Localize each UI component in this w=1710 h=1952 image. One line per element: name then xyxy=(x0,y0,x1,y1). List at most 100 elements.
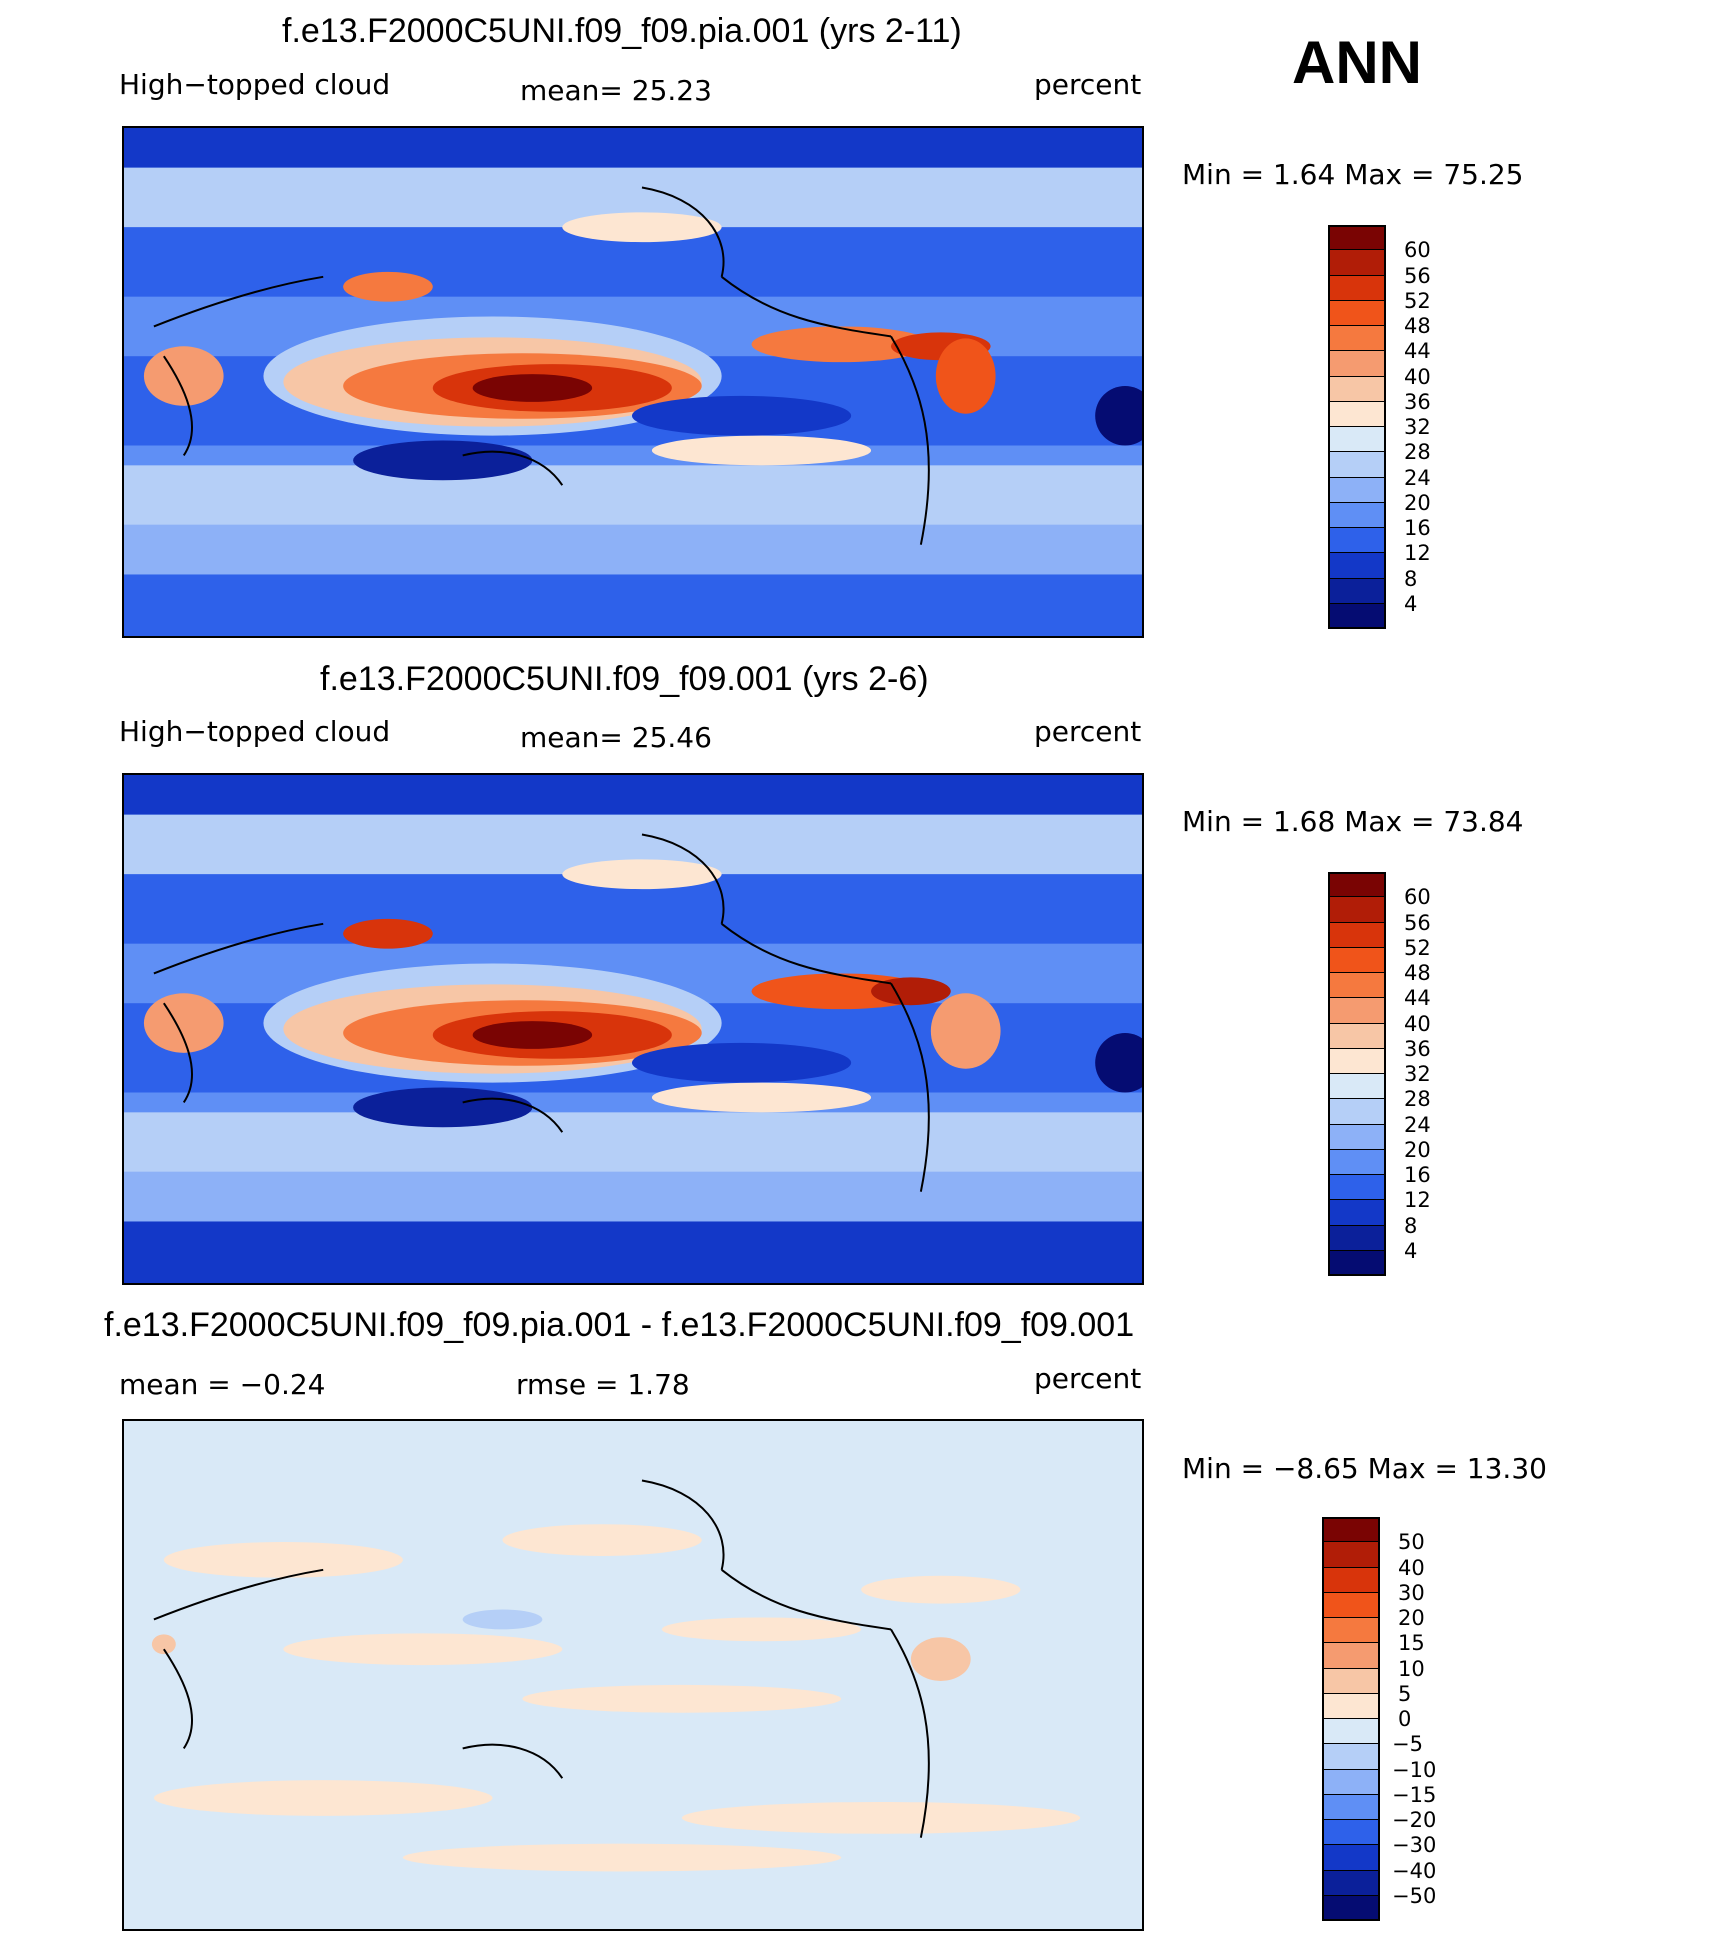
colorbar-box xyxy=(1328,1175,1386,1201)
colorbar-label: 28 xyxy=(1404,440,1431,465)
colorbar-box xyxy=(1328,578,1386,604)
colorbar-box xyxy=(1328,1225,1386,1251)
colorbar-box xyxy=(1328,225,1386,251)
colorbar-box xyxy=(1328,452,1386,478)
panel-3-colorbar: 50 40 30 20 15 10 5 0 −5 −10 −15 −20 −30 −40 −50 xyxy=(1322,1517,1436,1921)
colorbar-label: −10 xyxy=(1392,1757,1437,1782)
panel-1-map xyxy=(122,126,1144,638)
colorbar-label: 0 xyxy=(1398,1707,1412,1731)
colorbar-box xyxy=(1328,998,1386,1024)
colorbar-label: 20 xyxy=(1404,1137,1431,1162)
colorbar-box xyxy=(1322,1719,1380,1745)
colorbar-box xyxy=(1328,300,1386,326)
colorbar-box xyxy=(1328,603,1386,629)
colorbar-box xyxy=(1328,326,1386,352)
panel-2-title: f.e13.F2000C5UNI.f09_f09.001 (yrs 2-6) xyxy=(320,660,929,698)
colorbar-label: 4 xyxy=(1404,1238,1418,1263)
panel-3-title: f.e13.F2000C5UNI.f09_f09.pia.001 - f.e13… xyxy=(104,1306,1135,1344)
colorbar-box xyxy=(1328,947,1386,973)
colorbar-box xyxy=(1328,973,1386,999)
colorbar-label: 24 xyxy=(1404,465,1431,490)
colorbar-label: 20 xyxy=(1398,1606,1425,1630)
colorbar-box xyxy=(1322,1845,1380,1871)
colorbar-label: 44 xyxy=(1404,986,1431,1011)
colorbar-box xyxy=(1322,1769,1380,1795)
panel-2-map xyxy=(122,773,1144,1285)
panel-2-contour-field xyxy=(124,775,1142,1283)
colorbar-box xyxy=(1328,1023,1386,1049)
season-label: ANN xyxy=(1292,29,1422,96)
colorbar-box xyxy=(1322,1870,1380,1896)
colorbar-box xyxy=(1322,1693,1380,1719)
panel-1-mean-label: mean= 25.23 xyxy=(520,74,712,107)
colorbar-box xyxy=(1322,1820,1380,1846)
colorbar-label: −15 xyxy=(1392,1782,1437,1807)
colorbar-label: −20 xyxy=(1392,1808,1437,1832)
colorbar-box xyxy=(1322,1567,1380,1593)
colorbar-box xyxy=(1322,1643,1380,1669)
colorbar-label: 36 xyxy=(1404,1036,1431,1061)
colorbar-label: 28 xyxy=(1404,1087,1431,1112)
colorbar-box xyxy=(1328,351,1386,377)
colorbar-box xyxy=(1328,553,1386,579)
colorbar-box xyxy=(1328,872,1386,898)
colorbar-label: 56 xyxy=(1404,910,1431,935)
panel-1-variable-label: High−topped cloud xyxy=(119,68,391,101)
colorbar-box xyxy=(1328,1074,1386,1100)
colorbar-label: 12 xyxy=(1404,541,1431,566)
colorbar-label: 32 xyxy=(1404,415,1431,439)
colorbar-label: 52 xyxy=(1404,935,1431,960)
colorbar-label: 4 xyxy=(1404,591,1418,616)
colorbar-label: 50 xyxy=(1398,1530,1425,1555)
colorbar-label: 16 xyxy=(1404,1163,1431,1187)
panel-2-units-label: percent xyxy=(1034,715,1142,748)
panel-2-min-max: Min = 1.68 Max = 73.84 xyxy=(1182,805,1524,838)
colorbar-box xyxy=(1322,1895,1380,1921)
colorbar-box xyxy=(1328,502,1386,528)
colorbar-label: 15 xyxy=(1398,1631,1425,1656)
colorbar-box xyxy=(1322,1517,1380,1543)
colorbar-label: 40 xyxy=(1398,1555,1425,1580)
colorbar-box xyxy=(1328,1200,1386,1226)
colorbar-label: 20 xyxy=(1404,490,1431,515)
colorbar-box xyxy=(1322,1668,1380,1694)
panel-1-title: f.e13.F2000C5UNI.f09_f09.pia.001 (yrs 2-… xyxy=(282,12,962,50)
colorbar-label: 56 xyxy=(1404,263,1431,288)
colorbar-label: 60 xyxy=(1404,885,1431,910)
colorbar-label: 40 xyxy=(1404,364,1431,389)
colorbar-box xyxy=(1328,477,1386,503)
colorbar-box xyxy=(1322,1542,1380,1568)
colorbar-label: 48 xyxy=(1404,314,1431,338)
colorbar-label: −30 xyxy=(1392,1833,1437,1858)
panel-3-map xyxy=(122,1419,1144,1931)
panel-3-rmse-label: rmse = 1.78 xyxy=(516,1368,690,1401)
colorbar-box xyxy=(1328,1099,1386,1125)
colorbar-box xyxy=(1328,250,1386,276)
colorbar-label: −50 xyxy=(1392,1883,1437,1908)
panel-2-mean-label: mean= 25.46 xyxy=(520,721,712,754)
panel-3-min-max: Min = −8.65 Max = 13.30 xyxy=(1182,1452,1547,1485)
colorbar-box xyxy=(1328,1048,1386,1074)
colorbar-box xyxy=(1322,1744,1380,1770)
colorbar-box xyxy=(1328,528,1386,554)
colorbar-box xyxy=(1328,376,1386,402)
colorbar-box xyxy=(1328,1149,1386,1175)
colorbar-label: 32 xyxy=(1404,1062,1431,1086)
colorbar-label: 60 xyxy=(1404,238,1431,263)
colorbar-box xyxy=(1328,922,1386,948)
panel-3-units-label: percent xyxy=(1034,1362,1142,1395)
panel-3-mean-label: mean = −0.24 xyxy=(119,1368,326,1401)
panel-1-contour-field xyxy=(124,128,1142,636)
colorbar-box xyxy=(1322,1794,1380,1820)
panel-2-colorbar: 60 56 52 48 44 40 36 32 28 24 20 16 12 8 4 xyxy=(1328,872,1431,1276)
colorbar-label: 44 xyxy=(1404,339,1431,364)
colorbar-label: 52 xyxy=(1404,288,1431,313)
colorbar-box xyxy=(1328,427,1386,453)
panel-1-units-label: percent xyxy=(1034,68,1142,101)
colorbar-label: 40 xyxy=(1404,1011,1431,1036)
colorbar-label: 5 xyxy=(1398,1681,1412,1706)
colorbar-box xyxy=(1328,401,1386,427)
colorbar-label: 8 xyxy=(1404,566,1418,591)
colorbar-box xyxy=(1322,1618,1380,1644)
colorbar-label: 24 xyxy=(1404,1112,1431,1137)
